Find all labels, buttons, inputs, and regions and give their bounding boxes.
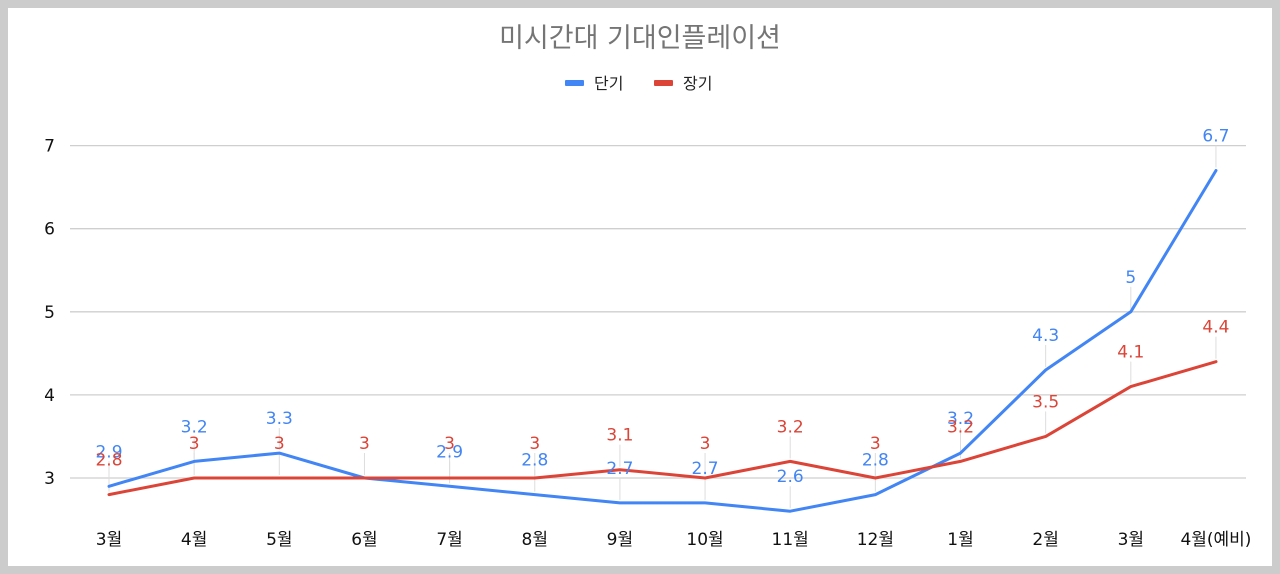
data-label-short: 5 (1125, 268, 1136, 288)
data-label-short: 2.9 (95, 442, 122, 462)
x-tick-label: 1월 (947, 530, 973, 550)
x-tick-label: 5월 (266, 530, 292, 550)
x-tick-label: 7월 (436, 530, 462, 550)
data-label-long: 3 (359, 434, 370, 454)
x-tick-label: 4월 (181, 530, 207, 550)
data-label-short: 4.3 (1032, 326, 1059, 346)
data-label-long: 4.1 (1117, 343, 1144, 363)
data-label-short: 2.8 (862, 451, 889, 471)
legend-swatch-long (654, 80, 673, 86)
x-tick-label: 11월 (772, 530, 809, 550)
legend-label-short: 단기 (594, 74, 623, 93)
chart-title: 미시간대 기대인플레이션 (499, 23, 781, 54)
y-axis: 3 4 5 6 7 (44, 137, 55, 489)
data-label-long: 3 (870, 434, 881, 454)
data-label-short: 2.9 (436, 442, 463, 462)
x-tick-label: 3월 (96, 530, 122, 550)
series-line-short (107, 169, 1218, 513)
y-tick-label: 6 (44, 220, 55, 240)
data-label-short: 6.7 (1202, 127, 1229, 147)
series-line-long (107, 360, 1218, 497)
legend-label-long: 장기 (683, 74, 712, 93)
series-lines (107, 169, 1218, 513)
x-tick-label: 4월(예비) (1180, 530, 1251, 550)
gridlines (70, 144, 1246, 479)
data-label-long: 3.5 (1032, 392, 1059, 412)
x-axis: 3월 4월 5월 6월 7월 8월 9월 10월 11월 12월 1월 2월 3월 4월(예비) (96, 530, 1252, 550)
data-label-long: 3.2 (947, 417, 974, 437)
y-tick-label: 5 (44, 303, 55, 323)
data-label-long: 3 (700, 434, 711, 454)
x-tick-label: 10월 (686, 530, 723, 550)
data-label-long: 3 (189, 434, 200, 454)
data-label-long: 3 (529, 434, 540, 454)
data-label-short: 2.7 (692, 459, 719, 479)
x-tick-label: 6월 (351, 530, 377, 550)
data-label-long: 3.1 (606, 426, 633, 446)
data-labels: 2.93.2 3.32.9 2.8 2.7 2.7 2.62.83.24.356.72.8… (95, 127, 1229, 488)
chart-svg: 미시간대 기대인플레이션 단기 장기 3 4 5 6 7 3월 4월 5월 6월 7월 8월 9월 1… (44, 23, 1252, 550)
data-label-short: 3.3 (266, 409, 293, 429)
data-label-short: 2.6 (777, 467, 804, 487)
data-label-short: 3.2 (181, 417, 208, 437)
y-tick-label: 7 (44, 137, 55, 157)
data-label-long: 3.2 (777, 417, 804, 437)
legend: 단기 장기 (565, 74, 712, 93)
x-tick-label: 8월 (522, 530, 548, 550)
data-label-short: 3.2 (947, 409, 974, 429)
x-tick-label: 9월 (607, 530, 633, 550)
data-label-long: 4.4 (1202, 318, 1229, 338)
legend-swatch-short (565, 80, 584, 86)
data-label-long: 2.8 (95, 451, 122, 471)
x-tick-label: 3월 (1118, 530, 1144, 550)
chart-frame: 미시간대 기대인플레이션 단기 장기 3 4 5 6 7 3월 4월 5월 6월 7월 8월 9월 1… (8, 8, 1272, 566)
x-tick-label: 2월 (1032, 530, 1058, 550)
data-label-short: 2.8 (521, 451, 548, 471)
y-tick-label: 3 (44, 469, 55, 489)
data-label-short: 2.7 (606, 459, 633, 479)
x-tick-label: 12월 (857, 530, 894, 550)
data-label-long: 3 (444, 434, 455, 454)
data-label-long: 3 (274, 434, 285, 454)
y-tick-label: 4 (44, 386, 55, 406)
